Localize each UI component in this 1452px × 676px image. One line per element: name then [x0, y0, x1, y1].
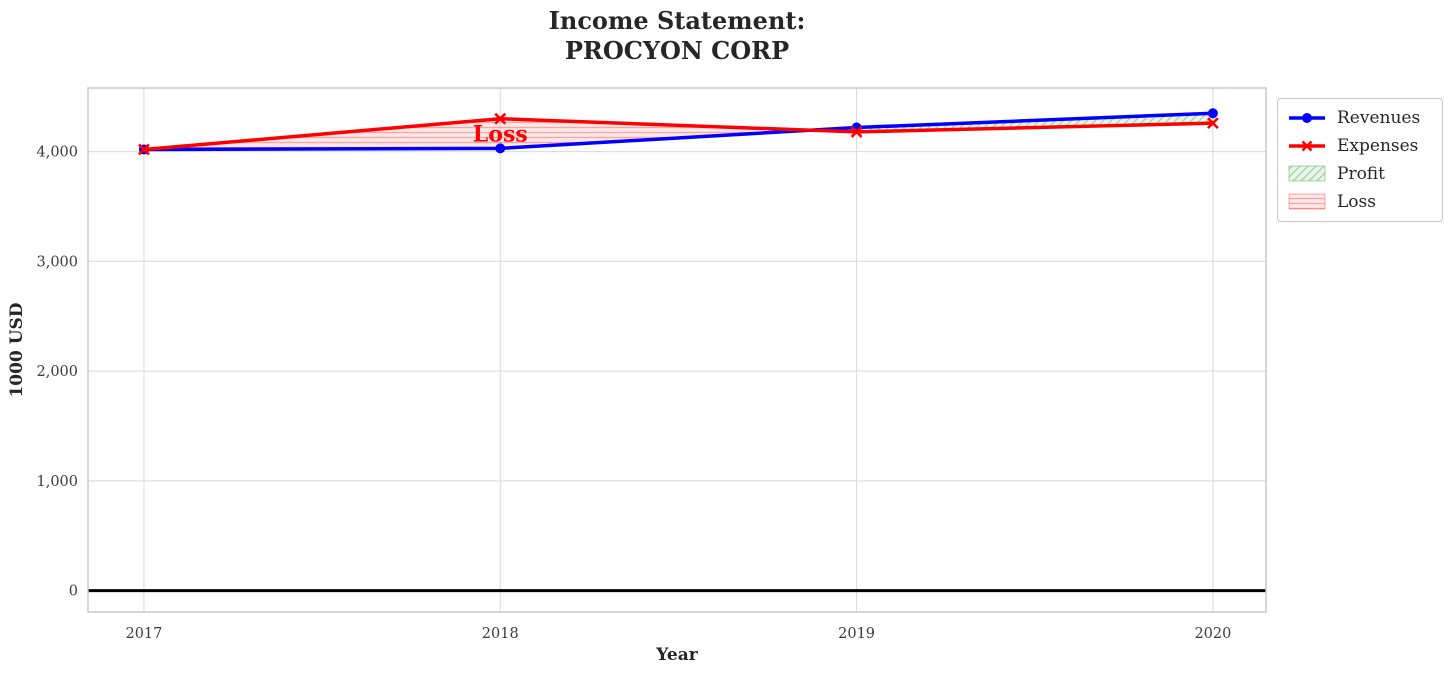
- legend-item-expenses: Expenses: [1287, 134, 1433, 158]
- y-tick-label: 4,000: [36, 145, 78, 161]
- x-tick-label: 2018: [482, 626, 519, 642]
- expenses-marker: [494, 112, 507, 125]
- expenses-swatch-marker: [1301, 140, 1313, 152]
- revenues-line-swatch: [1289, 113, 1325, 123]
- x-axis-label: Year: [656, 645, 698, 665]
- expenses-line: [143, 116, 1213, 152]
- expenses-marker: [1206, 117, 1219, 130]
- legend-item-profit: Profit: [1287, 162, 1433, 186]
- legend-label-profit: Profit: [1337, 164, 1385, 184]
- legend-item-revenues: Revenues: [1287, 106, 1433, 130]
- y-tick-label: 2,000: [36, 364, 78, 380]
- legend-label-expenses: Expenses: [1337, 136, 1419, 156]
- legend-label-revenues: Revenues: [1337, 108, 1421, 128]
- y-axis-label: 1000 USD: [7, 302, 27, 398]
- chart-title: Income Statement: PROCYON CORP: [88, 6, 1266, 66]
- revenues-marker: [1207, 108, 1218, 119]
- revenues-marker: [495, 143, 506, 154]
- plot-border: [87, 87, 1267, 613]
- chart-title-line2: PROCYON CORP: [564, 36, 790, 65]
- y-tick-label: 0: [69, 584, 78, 600]
- expenses-line-swatch: [1289, 140, 1325, 152]
- y-tick-label: 1,000: [36, 474, 78, 490]
- expenses-marker: [138, 143, 150, 156]
- x-tick-label: 2020: [1194, 626, 1231, 642]
- revenues-swatch-marker: [1302, 113, 1312, 123]
- loss-fill: [144, 118, 811, 150]
- x-tick-label: 2019: [838, 626, 875, 642]
- x-tick-label: 2017: [125, 626, 162, 642]
- loss-patch-swatch: [1288, 193, 1326, 210]
- profit-swatch-rect: [1288, 165, 1326, 182]
- loss-swatch-rect: [1288, 193, 1326, 210]
- profit-patch-swatch: [1288, 165, 1326, 182]
- legend-label-loss: Loss: [1337, 192, 1376, 212]
- chart-title-line1: Income Statement:: [548, 6, 806, 35]
- legend-item-loss: Loss: [1287, 190, 1433, 214]
- revenues-line: [143, 111, 1213, 152]
- legend: Revenues Expenses Profit Loss: [1277, 98, 1443, 222]
- expenses-marker: [850, 125, 863, 138]
- y-tick-label: 3,000: [36, 254, 78, 270]
- loss-annotation: Loss: [473, 122, 528, 148]
